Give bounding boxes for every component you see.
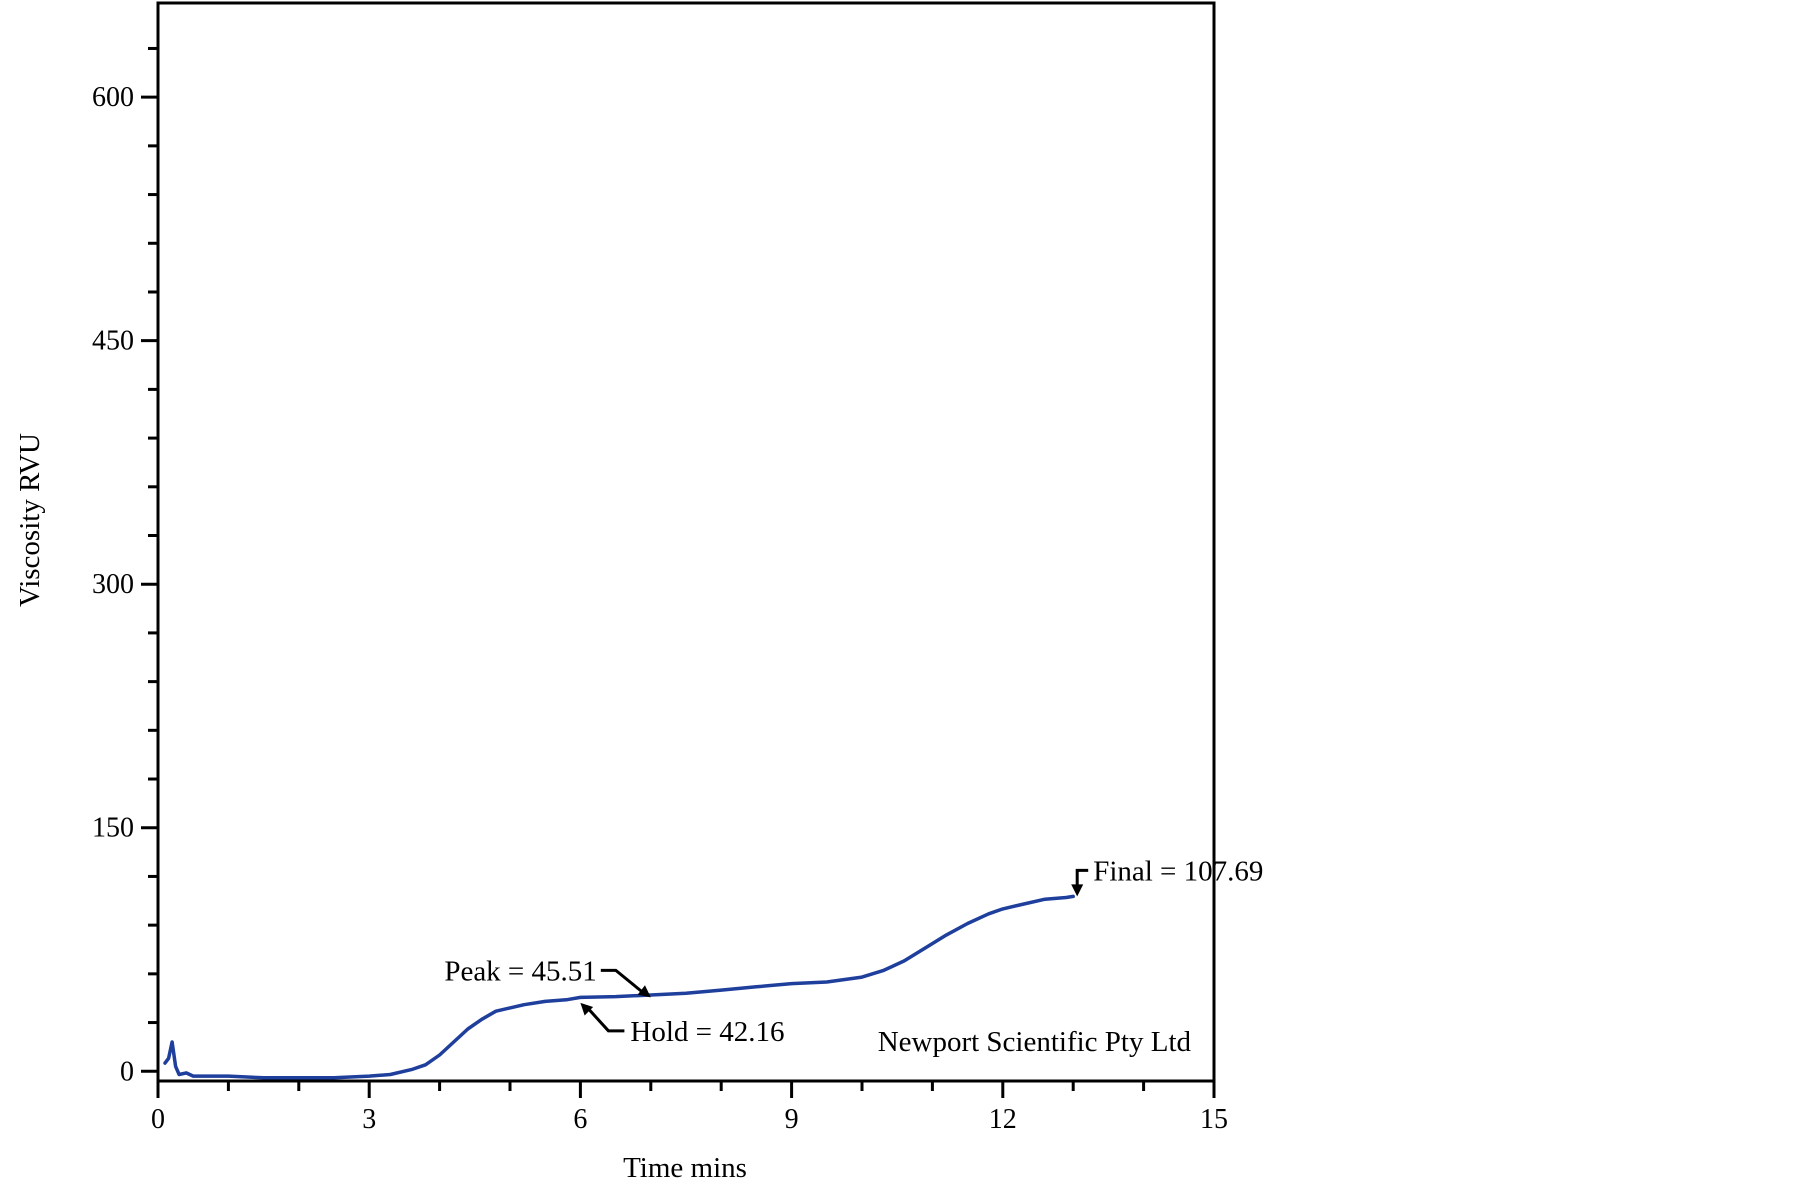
x-axis-title: Time mins (623, 1152, 747, 1183)
x-tick-label: 6 (573, 1104, 587, 1135)
x-axis-ticks: 0 3 6 9 12 15 (151, 1081, 1228, 1135)
y-tick-label: 300 (92, 569, 134, 600)
final-arrow-head (1071, 884, 1084, 897)
annotations-group: Peak = 45.51 Hold = 42.16 Final = 107.69 (444, 855, 1263, 1047)
hold-annotation-arrow-head (580, 1002, 594, 1016)
y-axis-ticks: 0 150 300 450 600 (92, 46, 158, 1087)
x-tick-label: 3 (362, 1104, 376, 1135)
final-arrow-line (1075, 868, 1089, 887)
x-tick-label: 15 (1200, 1104, 1228, 1135)
y-tick-label: 0 (120, 1056, 134, 1087)
plot-frame (156, 1, 1216, 1083)
y-axis-title: Viscosity RVU (14, 433, 46, 607)
y-tick-label: 150 (92, 813, 134, 844)
series-group (163, 894, 1075, 1080)
x-tick-label: 9 (785, 1104, 799, 1135)
final-annotation-label: Final = 107.69 (1093, 855, 1263, 887)
hold-arrow-line (587, 1007, 625, 1033)
x-tick-label: 12 (989, 1104, 1017, 1135)
peak-arrow-line (600, 968, 644, 994)
series-line-viscosity (163, 894, 1075, 1080)
y-tick-label: 450 (92, 326, 134, 357)
plot-border (156, 1, 1216, 1083)
x-tick-label: 0 (151, 1104, 165, 1135)
watermark-text: Newport Scientific Pty Ltd (878, 1026, 1192, 1058)
peak-annotation-label: Peak = 45.51 (444, 955, 596, 987)
hold-annotation-label: Hold = 42.16 (630, 1016, 784, 1048)
peak-arrow-head (637, 985, 651, 998)
y-tick-label: 600 (92, 82, 134, 113)
